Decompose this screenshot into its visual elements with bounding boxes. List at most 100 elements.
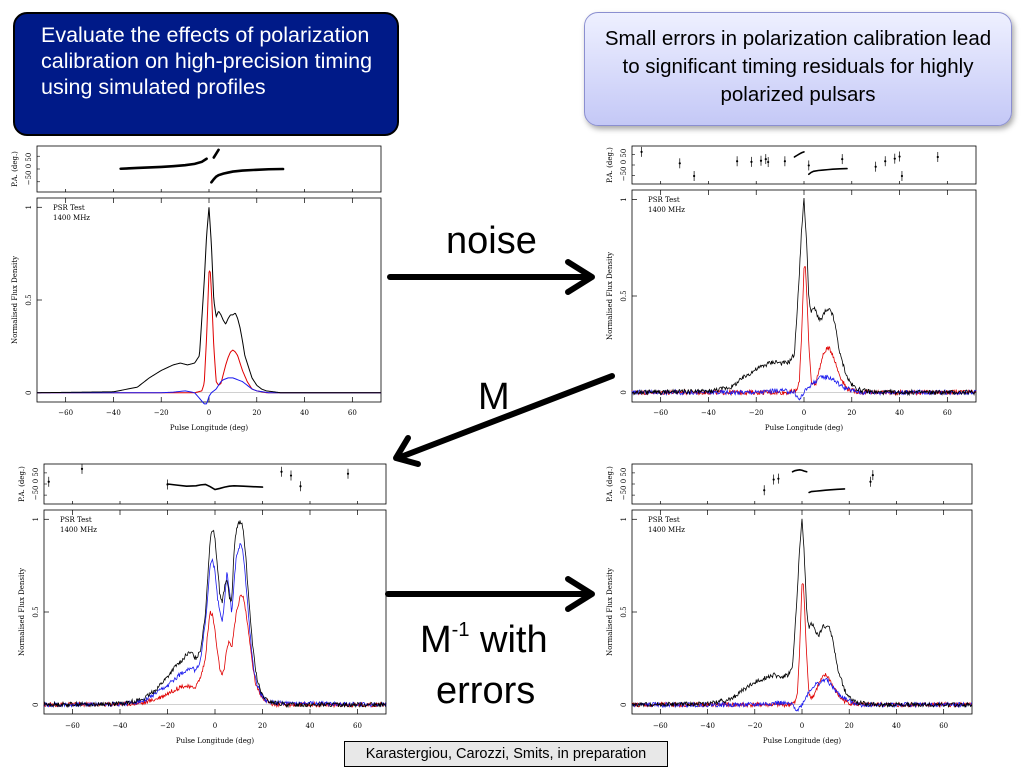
main-frame: [631, 189, 977, 403]
pa-curve: [808, 488, 846, 494]
pa-point: [900, 174, 904, 178]
pa-curve: [166, 483, 264, 491]
x-tick-label: 0: [213, 722, 217, 730]
objective-text: Evaluate the effects of polarization cal…: [41, 23, 373, 99]
pa-point: [750, 160, 753, 163]
x-axis-label: Pulse Longitude (deg): [763, 737, 842, 745]
pa-point: [299, 485, 302, 488]
x-tick-label: 40: [895, 409, 904, 417]
series-total: [631, 198, 977, 397]
pa-point: [772, 478, 775, 481]
x-tick-label: −60: [58, 409, 73, 417]
pa-point: [869, 480, 872, 483]
pa-point: [289, 474, 293, 477]
pa-point: [783, 160, 786, 163]
x-tick-label: 60: [348, 409, 357, 417]
pa-axis-label: P.A. (deg.): [606, 147, 614, 183]
chart-title: PSR Test: [60, 516, 92, 524]
pa-point: [764, 157, 767, 161]
y-tick-label: 1: [620, 517, 628, 521]
pa-tick-labels: −50 0 50: [25, 153, 33, 186]
pa-frame: [43, 463, 387, 505]
chart-recalibrated-profile: −60 −40 −20 0 20 40 60 0 0.5 1 −50 0 50 Pulse Longi…: [606, 463, 973, 745]
y-tick-label: 0.5: [620, 606, 628, 617]
series-linear: [37, 270, 381, 394]
pa-point: [777, 477, 780, 480]
pa-tick-labels: −50 0 50: [620, 149, 628, 182]
pa-curve: [807, 167, 848, 176]
x-tick-label: 60: [943, 409, 952, 417]
x-tick-label: 40: [306, 722, 315, 730]
pa-point: [280, 470, 283, 473]
pa-point: [898, 155, 901, 158]
pa-point: [166, 483, 169, 486]
arrow-minv: [385, 576, 595, 612]
pa-curve: [791, 468, 808, 473]
arrow-noise: [387, 259, 595, 295]
pa-point: [763, 489, 766, 492]
chart-subtitle: 1400 MHz: [53, 214, 90, 222]
pa-point: [678, 162, 681, 165]
pa-point: [693, 174, 696, 178]
chart-subtitle: 1400 MHz: [648, 206, 685, 214]
label-minv: M-1 with: [420, 620, 548, 659]
x-tick-label: −20: [749, 409, 764, 417]
pa-point: [640, 150, 643, 154]
pa-point: [871, 474, 874, 477]
y-tick-label: 1: [32, 517, 40, 521]
y-tick-label: 1: [25, 205, 33, 209]
series-total: [43, 520, 387, 709]
finding-box: Small errors in polarization calibration…: [584, 12, 1012, 126]
main-frame: [36, 197, 382, 403]
x-tick-label: 20: [845, 722, 854, 730]
y-axis-label: Normalised Flux Density: [606, 252, 614, 340]
x-tick-label: 0: [207, 409, 211, 417]
x-tick-label: −60: [653, 722, 668, 730]
x-tick-label: −20: [154, 409, 169, 417]
pa-curve: [119, 157, 208, 171]
y-axis-label: Normalised Flux Density: [11, 256, 19, 344]
pa-point: [893, 157, 896, 160]
series-total: [36, 207, 381, 394]
pa-point: [874, 165, 877, 168]
x-axis-label: Pulse Longitude (deg): [170, 424, 249, 432]
pa-point: [767, 160, 770, 164]
y-tick-label: 1: [620, 197, 628, 201]
pa-axis-label: P.A. (deg.): [606, 466, 614, 502]
x-tick-label: 0: [802, 409, 806, 417]
pa-tick-labels: −50 0 50: [620, 468, 628, 501]
x-tick-label: 40: [892, 722, 901, 730]
y-axis-label: Normalised Flux Density: [606, 568, 614, 656]
pa-frame: [36, 145, 382, 193]
x-tick-label: −40: [700, 722, 715, 730]
x-tick-label: −20: [160, 722, 175, 730]
series-linear: [631, 583, 973, 709]
pa-point: [736, 160, 739, 163]
series-circular: [631, 374, 977, 401]
pa-point: [759, 159, 763, 162]
x-tick-label: −40: [106, 409, 121, 417]
x-tick-label: 20: [258, 722, 267, 730]
objective-box: Evaluate the effects of polarization cal…: [13, 12, 399, 136]
chart-ideal-profile: −60 −40 −20 0 20 40 60 0 0.5 1 −50 0 50 Pulse Longi…: [11, 145, 382, 432]
finding-text: Small errors in polarization calibration…: [604, 27, 992, 106]
chart-title: PSR Test: [648, 516, 680, 524]
y-tick-label: 0: [32, 702, 40, 706]
pa-point: [80, 467, 84, 470]
series-linear: [43, 594, 387, 709]
x-tick-label: −20: [747, 722, 762, 730]
chart-subtitle: 1400 MHz: [60, 526, 97, 534]
y-tick-label: 0.5: [25, 294, 33, 305]
pa-curve: [212, 148, 220, 159]
y-tick-label: 0.5: [620, 290, 628, 301]
chart-title: PSR Test: [53, 204, 85, 212]
x-axis-label: Pulse Longitude (deg): [765, 424, 844, 432]
x-tick-label: −60: [653, 409, 668, 417]
pa-point: [47, 480, 50, 483]
pa-axis-label: P.A. (deg.): [18, 466, 26, 502]
chart-title: PSR Test: [648, 196, 680, 204]
pa-point: [807, 164, 810, 167]
pa-point: [346, 472, 350, 475]
x-tick-label: −60: [65, 722, 80, 730]
x-tick-label: 40: [300, 409, 309, 417]
